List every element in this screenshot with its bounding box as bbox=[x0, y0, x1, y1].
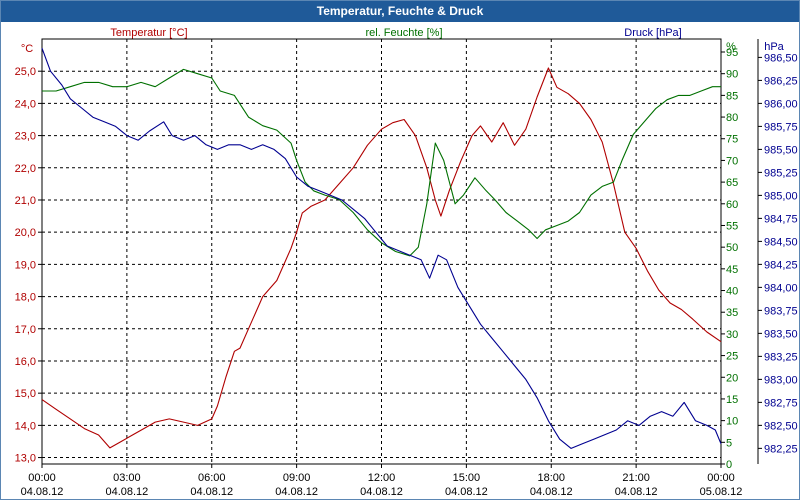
pressure-unit: hPa bbox=[764, 41, 784, 53]
humidity-tick-label: 50 bbox=[726, 242, 738, 254]
pressure-tick-label: 985,25 bbox=[764, 167, 798, 179]
humidity-tick-label: 65 bbox=[726, 177, 738, 189]
x-tick-date-label: 04.08.12 bbox=[360, 486, 403, 498]
humidity-axis-label: rel. Feuchte [%] bbox=[365, 27, 442, 39]
temperature-unit: °C bbox=[21, 43, 33, 55]
temperature-tick-label: 16,0 bbox=[15, 356, 36, 368]
x-tick-date-label: 04.08.12 bbox=[105, 486, 148, 498]
pressure-tick-label: 982,50 bbox=[764, 420, 798, 432]
humidity-line bbox=[42, 68, 721, 257]
temperature-tick-label: 22,0 bbox=[15, 163, 36, 175]
humidity-tick-label: 60 bbox=[726, 199, 738, 211]
humidity-tick-label: 30 bbox=[726, 329, 738, 341]
x-tick-date-label: 04.08.12 bbox=[530, 486, 573, 498]
humidity-tick-label: 40 bbox=[726, 286, 738, 298]
temperature-tick-label: 14,0 bbox=[15, 420, 36, 432]
temperature-tick-label: 23,0 bbox=[15, 131, 36, 143]
pressure-tick-label: 982,75 bbox=[764, 397, 798, 409]
humidity-tick-label: 80 bbox=[726, 112, 738, 124]
temperature-tick-label: 17,0 bbox=[15, 324, 36, 336]
humidity-tick-label: 70 bbox=[726, 155, 738, 167]
pressure-axis-label: Druck [hPa] bbox=[624, 27, 681, 39]
temperature-tick-label: 19,0 bbox=[15, 259, 36, 271]
pressure-tick-label: 983,25 bbox=[764, 351, 798, 363]
temperature-tick-label: 24,0 bbox=[15, 98, 36, 110]
title-bar: Temperatur, Feuchte & Druck bbox=[1, 1, 799, 22]
humidity-tick-label: 15 bbox=[726, 394, 738, 406]
x-tick-time-label: 12:00 bbox=[368, 472, 396, 484]
temperature-tick-label: 18,0 bbox=[15, 292, 36, 304]
x-tick-time-label: 09:00 bbox=[283, 472, 311, 484]
temperature-axis-label: Temperatur [°C] bbox=[110, 27, 187, 39]
humidity-tick-label: 35 bbox=[726, 307, 738, 319]
pressure-tick-label: 985,00 bbox=[764, 190, 798, 202]
temperature-tick-label: 15,0 bbox=[15, 388, 36, 400]
x-tick-time-label: 06:00 bbox=[198, 472, 226, 484]
x-tick-time-label: 15:00 bbox=[453, 472, 481, 484]
humidity-tick-label: 45 bbox=[726, 264, 738, 276]
x-tick-date-label: 04.08.12 bbox=[275, 486, 318, 498]
x-tick-time-label: 18:00 bbox=[537, 472, 565, 484]
pressure-tick-label: 985,75 bbox=[764, 121, 798, 133]
x-tick-date-label: 04.08.12 bbox=[21, 486, 64, 498]
humidity-tick-label: 55 bbox=[726, 220, 738, 232]
x-tick-date-label: 05.08.12 bbox=[700, 486, 743, 498]
pressure-tick-label: 983,50 bbox=[764, 328, 798, 340]
humidity-tick-label: 85 bbox=[726, 90, 738, 102]
pressure-line bbox=[41, 48, 722, 449]
x-tick-time-label: 00:00 bbox=[28, 472, 56, 484]
pressure-tick-label: 984,75 bbox=[764, 213, 798, 225]
pressure-tick-label: 984,00 bbox=[764, 282, 798, 294]
humidity-tick-label: 0 bbox=[726, 459, 732, 471]
pressure-tick-label: 986,50 bbox=[764, 52, 798, 64]
temperature-tick-label: 25,0 bbox=[15, 66, 36, 78]
window-title: Temperatur, Feuchte & Druck bbox=[316, 4, 484, 18]
humidity-tick-label: 25 bbox=[726, 351, 738, 363]
temperature-tick-label: 13,0 bbox=[15, 453, 36, 465]
temperature-tick-label: 20,0 bbox=[15, 227, 36, 239]
humidity-unit: % bbox=[726, 41, 736, 53]
humidity-tick-label: 90 bbox=[726, 69, 738, 81]
x-tick-time-label: 21:00 bbox=[622, 472, 650, 484]
humidity-tick-label: 5 bbox=[726, 437, 732, 449]
temperature-line bbox=[41, 67, 722, 449]
pressure-tick-label: 986,25 bbox=[764, 75, 798, 87]
pressure-tick-label: 983,75 bbox=[764, 305, 798, 317]
pressure-tick-label: 985,50 bbox=[764, 144, 798, 156]
x-tick-time-label: 03:00 bbox=[113, 472, 141, 484]
pressure-tick-label: 984,25 bbox=[764, 259, 798, 271]
x-tick-date-label: 04.08.12 bbox=[445, 486, 488, 498]
x-tick-date-label: 04.08.12 bbox=[615, 486, 658, 498]
pressure-tick-label: 984,50 bbox=[764, 236, 798, 248]
temperature-tick-label: 21,0 bbox=[15, 195, 36, 207]
x-tick-time-label: 00:00 bbox=[707, 472, 735, 484]
x-tick-date-label: 04.08.12 bbox=[190, 486, 233, 498]
humidity-tick-label: 75 bbox=[726, 134, 738, 146]
humidity-tick-label: 95 bbox=[726, 47, 738, 59]
humidity-tick-label: 20 bbox=[726, 372, 738, 384]
pressure-tick-label: 983,00 bbox=[764, 374, 798, 386]
pressure-tick-label: 982,25 bbox=[764, 443, 798, 455]
pressure-tick-label: 986,00 bbox=[764, 98, 798, 110]
humidity-tick-label: 10 bbox=[726, 416, 738, 428]
